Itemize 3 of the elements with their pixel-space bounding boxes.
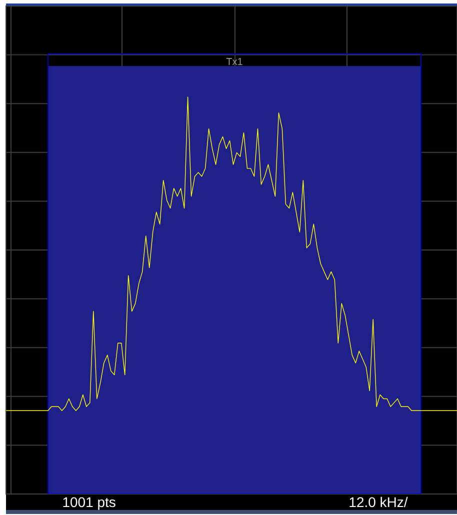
text: Tx1 [226,58,242,65]
text: 1001 pts [63,497,116,510]
text: 12.0 kHz/ [350,496,408,508]
